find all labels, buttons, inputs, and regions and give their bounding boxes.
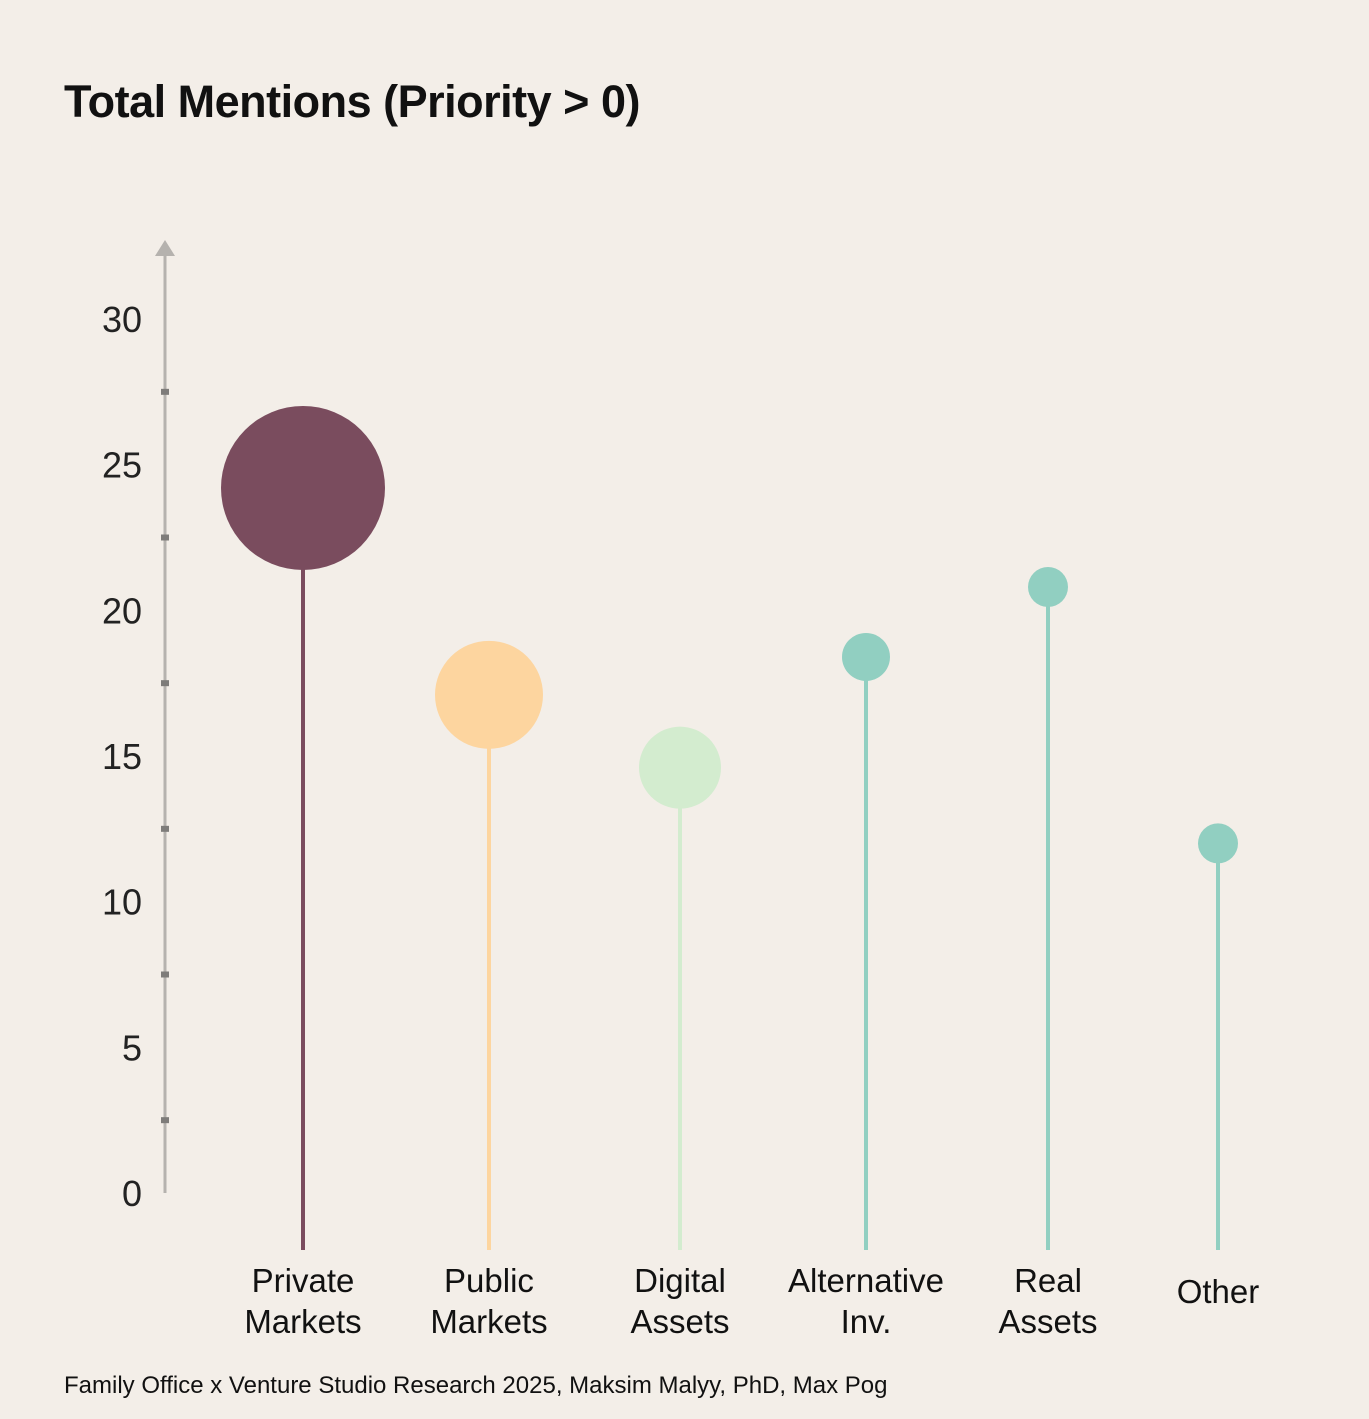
y-tick-labels: 0 5 10 15 20 25 30: [102, 299, 142, 1214]
x-tick-label-private-markets: Markets: [244, 1303, 361, 1340]
x-tick-label-alternative-inv: Inv.: [841, 1303, 892, 1340]
gridlines: [172, 318, 1330, 1194]
y-tick-label-10: 10: [102, 882, 142, 923]
y-minor-tick: [161, 971, 169, 978]
x-tick-label-real-assets: Assets: [998, 1303, 1097, 1340]
bubble-public-markets: [435, 640, 543, 749]
y-minor-tick: [161, 388, 169, 395]
y-minor-tick: [161, 680, 169, 687]
data-marks: [221, 405, 1238, 1250]
x-tick-label-private-markets: Private: [252, 1262, 355, 1299]
y-axis-arrow-icon: [155, 240, 175, 256]
y-minor-tick: [161, 1117, 169, 1124]
source-caption: Family Office x Venture Studio Research …: [64, 1372, 888, 1399]
x-tick-label-public-markets: Markets: [430, 1303, 547, 1340]
y-tick-label-0: 0: [122, 1173, 142, 1214]
x-tick-label-digital-assets: Digital: [634, 1262, 726, 1299]
x-tick-labels: Private Markets Public Markets Digital Assets…: [244, 1262, 1259, 1340]
x-tick-label-public-markets: Public: [444, 1262, 534, 1299]
y-axis: [155, 240, 175, 1193]
x-tick-label-digital-assets: Assets: [630, 1303, 729, 1340]
x-tick-label-alternative-inv: Alternative: [788, 1262, 944, 1299]
y-minor-tick: [161, 825, 169, 832]
bubble-real-assets: [1028, 567, 1068, 608]
y-tick-label-15: 15: [102, 736, 142, 777]
y-tick-label-25: 25: [102, 445, 142, 486]
bubble-alternative-inv: [842, 632, 890, 681]
bubble-private-markets: [221, 405, 385, 570]
x-tick-label-other: Other: [1177, 1273, 1260, 1310]
bubble-digital-assets: [639, 726, 721, 809]
y-tick-label-30: 30: [102, 299, 142, 340]
bubble-other: [1198, 823, 1238, 864]
y-tick-label-5: 5: [122, 1027, 142, 1068]
y-tick-label-20: 20: [102, 590, 142, 631]
x-tick-label-real-assets: Real: [1014, 1262, 1082, 1299]
y-minor-tick: [161, 534, 169, 541]
chart-title: Total Mentions (Priority > 0): [64, 76, 640, 127]
